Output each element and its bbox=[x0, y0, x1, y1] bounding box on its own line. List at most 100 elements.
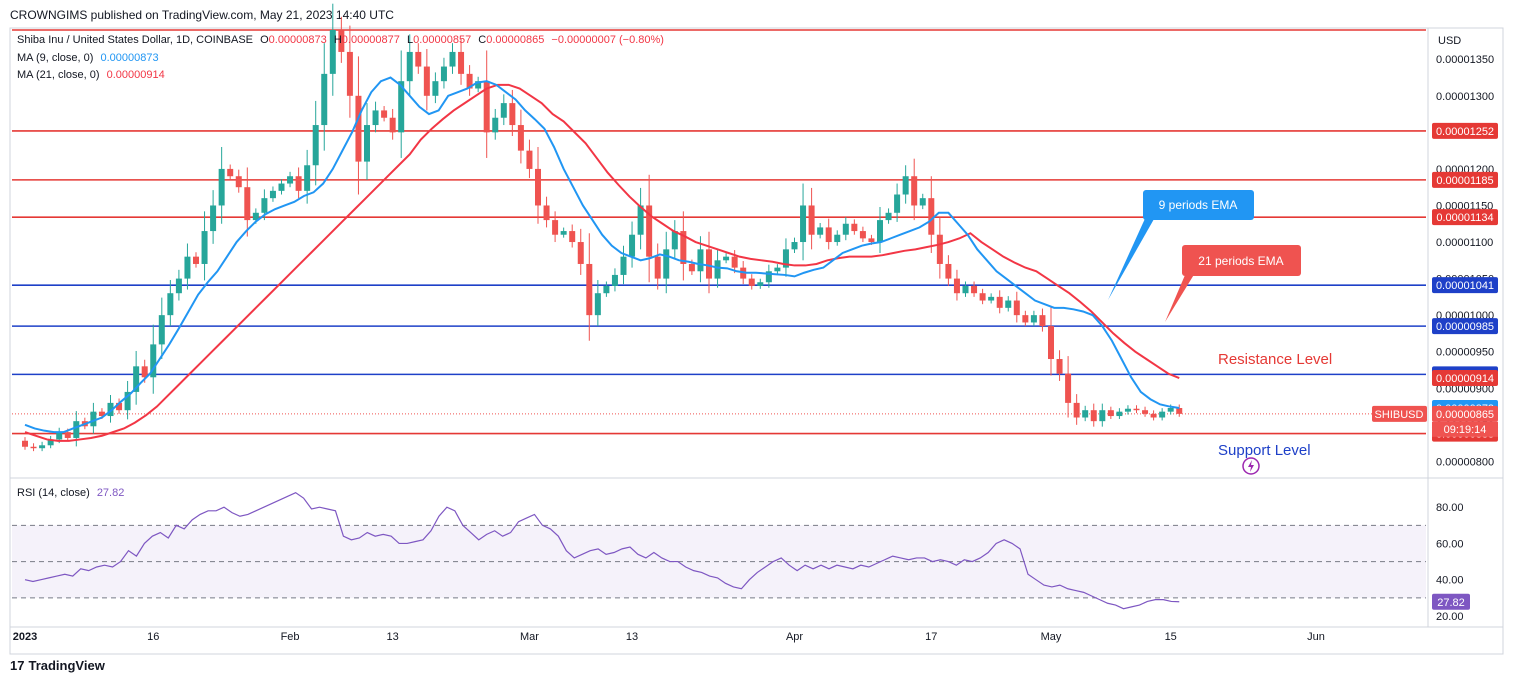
price-tag-ema21-bg bbox=[1432, 370, 1498, 387]
ema9-line bbox=[24, 76, 1180, 434]
ema21-line bbox=[24, 83, 1180, 442]
time-tick-label: 13 bbox=[387, 631, 399, 643]
candle-body bbox=[654, 256, 661, 279]
candle-body bbox=[466, 73, 473, 89]
time-tick-label: 15 bbox=[1165, 631, 1177, 643]
time-tick-label: 2023 bbox=[13, 631, 37, 643]
candle-body bbox=[611, 274, 618, 286]
candle-body bbox=[817, 227, 824, 235]
candle-body bbox=[945, 263, 952, 279]
candle-body bbox=[150, 344, 157, 378]
candle-body bbox=[842, 223, 849, 235]
ema9-callout-text: 9 periods EMA bbox=[1159, 198, 1238, 212]
candle-body bbox=[116, 402, 123, 411]
candle-body bbox=[936, 234, 943, 264]
candle-body bbox=[800, 205, 807, 243]
level-tag-bg bbox=[1432, 277, 1498, 294]
candle-body bbox=[278, 183, 285, 191]
time-axis: 2023 16 Feb 13 Mar 13 Apr 17 May 15 Jun bbox=[13, 631, 1325, 643]
ma9-value: 0.00000873 bbox=[100, 52, 159, 64]
candles bbox=[22, 3, 1183, 452]
candle-body bbox=[329, 30, 336, 74]
level-tag-bg bbox=[1432, 171, 1498, 188]
candle-body bbox=[304, 165, 311, 191]
candle-body bbox=[1107, 410, 1114, 417]
candle-body bbox=[697, 249, 704, 272]
tv-mark-icon: 17 bbox=[10, 658, 25, 673]
lightning-icon[interactable] bbox=[1242, 457, 1260, 475]
candle-body bbox=[201, 231, 208, 264]
candle-body bbox=[979, 293, 986, 301]
candle-body bbox=[475, 81, 482, 89]
candle-body bbox=[1167, 408, 1174, 412]
candle-body bbox=[227, 168, 234, 177]
tradingview-logo[interactable]: 17 TradingView bbox=[10, 658, 105, 673]
time-tick-label: 13 bbox=[626, 631, 638, 643]
candle-body bbox=[1142, 410, 1149, 414]
candle-body bbox=[1013, 300, 1020, 316]
candle-body bbox=[1176, 408, 1183, 414]
candle-body bbox=[312, 125, 319, 166]
candle-body bbox=[338, 30, 345, 52]
price-tick-label: 0.00001300 bbox=[1436, 91, 1494, 103]
candle-body bbox=[193, 256, 199, 264]
level-tag: 0.00000985 bbox=[1436, 321, 1494, 333]
candle-body bbox=[449, 51, 456, 67]
candle-body bbox=[629, 234, 636, 257]
rsi-line bbox=[24, 492, 1180, 610]
candle-body bbox=[406, 51, 413, 82]
candle-body bbox=[586, 263, 593, 316]
candle-body bbox=[184, 256, 191, 279]
candle-body bbox=[603, 285, 610, 294]
candle-body bbox=[526, 150, 533, 169]
rsi-tick-label: 80.00 bbox=[1436, 502, 1464, 514]
candle-body bbox=[372, 110, 379, 126]
candle-body bbox=[535, 168, 541, 206]
chart-frame bbox=[9, 27, 1504, 655]
candle-body bbox=[423, 66, 430, 96]
time-tick-label: 16 bbox=[147, 631, 159, 643]
candle-body bbox=[953, 278, 960, 294]
candle-body bbox=[569, 231, 576, 243]
candle-body bbox=[877, 220, 883, 243]
candle-body bbox=[765, 271, 772, 283]
time-tick-label: 17 bbox=[925, 631, 937, 643]
candle-body bbox=[124, 391, 131, 411]
candle-body bbox=[688, 263, 695, 272]
candle-body bbox=[560, 231, 567, 235]
candle-body bbox=[244, 187, 251, 221]
candle-body bbox=[509, 103, 516, 126]
candle-body bbox=[364, 125, 370, 162]
price-tag-last-bg bbox=[1432, 405, 1498, 422]
resistance-level-label: Resistance Level bbox=[1218, 351, 1332, 368]
price-tick-label: 0.00001350 bbox=[1436, 54, 1494, 66]
price-tick-label: 0.00001100 bbox=[1436, 237, 1493, 249]
candle-body bbox=[552, 220, 559, 235]
rsi-tick-label: 40.00 bbox=[1436, 575, 1464, 587]
candle-body bbox=[594, 293, 601, 316]
candle-body bbox=[141, 366, 148, 378]
candle-body bbox=[646, 205, 653, 257]
level-tag-bg bbox=[1432, 318, 1498, 335]
rsi-tick-label: 20.00 bbox=[1436, 611, 1464, 623]
countdown-text: 09:19:14 bbox=[1444, 424, 1487, 436]
candle-body bbox=[971, 285, 978, 294]
candle-body bbox=[1150, 413, 1157, 418]
candle-body bbox=[1073, 402, 1080, 418]
candle-body bbox=[911, 176, 918, 206]
candle-body bbox=[706, 249, 712, 279]
rsi-tag: 27.82 bbox=[1437, 597, 1465, 609]
ma9-legend: MA (9, close, 0) 0.00000873 bbox=[17, 52, 159, 64]
candle-body bbox=[859, 231, 866, 239]
candle-body bbox=[158, 315, 165, 345]
candle-body bbox=[398, 81, 405, 133]
candle-body bbox=[1022, 315, 1029, 323]
level-tag: 0.00001252 bbox=[1436, 126, 1494, 138]
candle-body bbox=[543, 205, 550, 221]
candle-body bbox=[791, 242, 798, 250]
candle-body bbox=[731, 256, 738, 268]
candle-body bbox=[500, 103, 507, 118]
candle-body bbox=[988, 296, 995, 301]
candle-body bbox=[1116, 411, 1123, 417]
